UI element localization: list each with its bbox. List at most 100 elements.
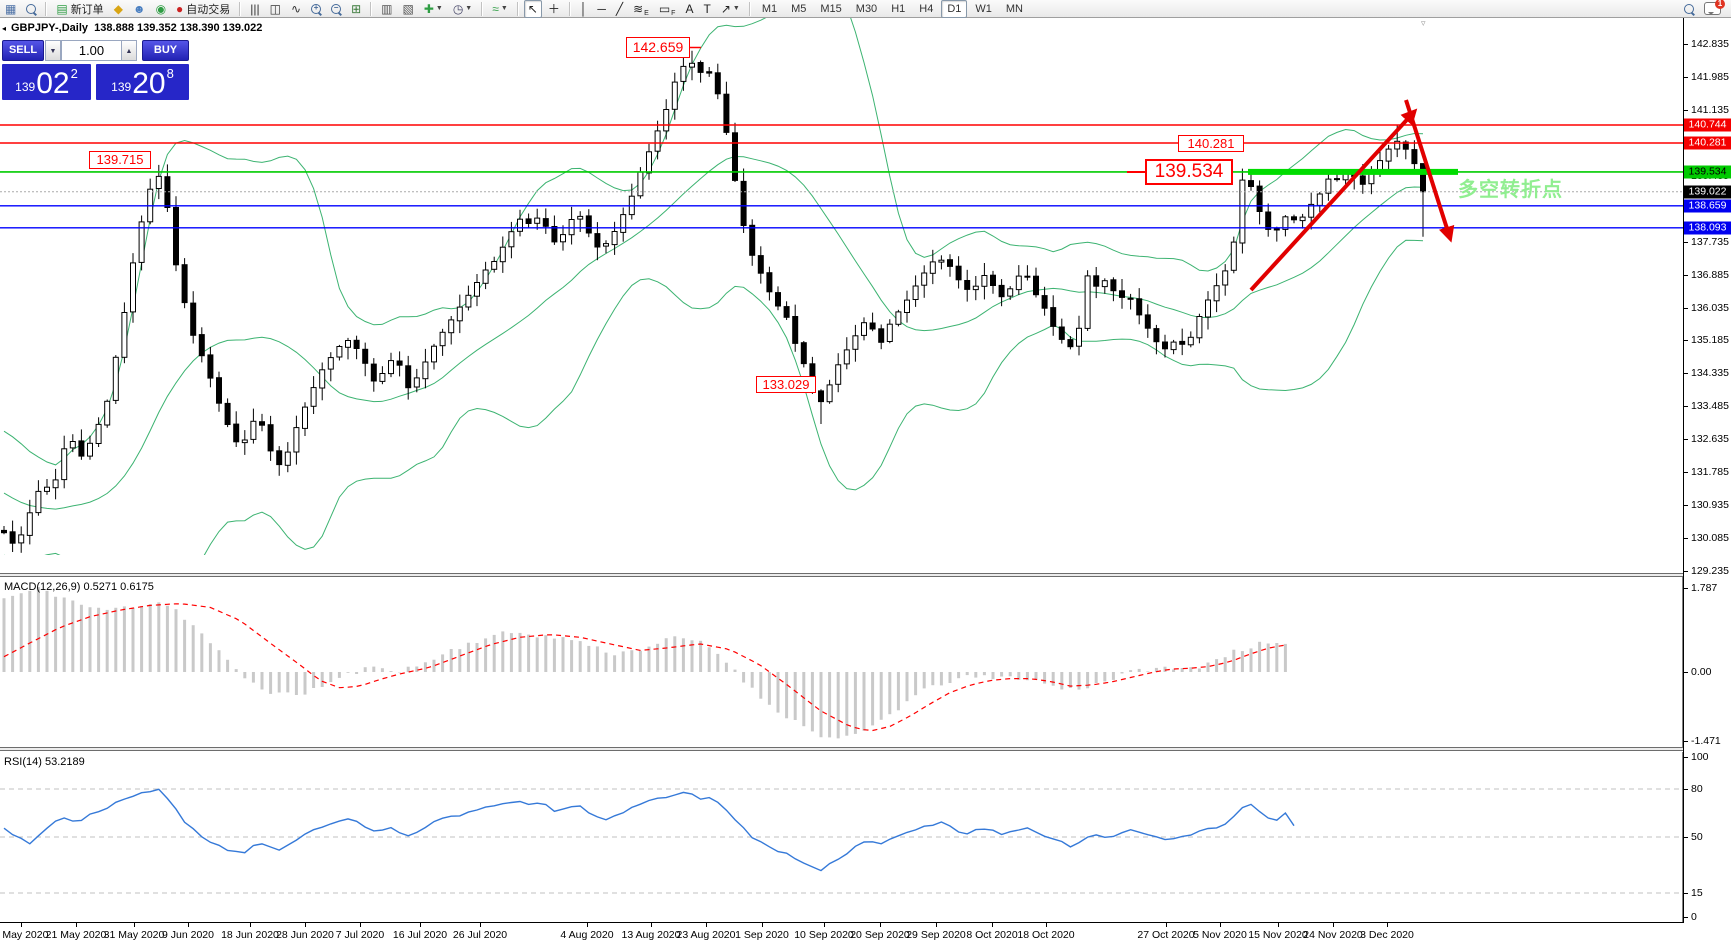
axis-tick-label: 132.635: [1691, 433, 1729, 446]
autotrading-icon: ●: [176, 1, 184, 16]
price-annotation-140.281[interactable]: 140.281: [1178, 135, 1244, 152]
candlestick-chart-button[interactable]: ◫: [266, 0, 285, 18]
sell-price-tile[interactable]: 139 02 2: [2, 64, 91, 100]
fibonacci-icon: ▭: [658, 1, 671, 16]
macd-chart[interactable]: [0, 577, 1684, 747]
volume-increase-button[interactable]: ▲: [121, 40, 137, 61]
date-tick: [880, 923, 881, 927]
price-annotation-133.029[interactable]: 133.029: [756, 376, 816, 393]
new-order-icon: ▤: [56, 1, 68, 16]
tile-windows-button[interactable]: ⊞: [347, 0, 365, 18]
one-click-trading-panel[interactable]: SELL ▼ 1.00 ▲ BUY 139 02 2 139 20 8: [2, 40, 189, 100]
line-chart-button[interactable]: ∿: [287, 0, 305, 18]
date-label: 29 Sep 2020: [906, 929, 966, 941]
axis-tick-label: 136.885: [1691, 268, 1729, 281]
timeframe-m5-button[interactable]: M5: [791, 2, 807, 15]
date-tick: [1387, 923, 1388, 927]
chart-window-icon[interactable]: ▦: [1, 0, 20, 18]
vertical-line-button[interactable]: │: [576, 0, 592, 18]
date-tick: [651, 923, 652, 927]
axis-tick: [1684, 76, 1688, 78]
notifications-button[interactable]: 1: [1700, 0, 1725, 18]
price-chart[interactable]: [0, 18, 1684, 573]
axis-tick: [1684, 789, 1688, 790]
volume-input[interactable]: 1.00: [61, 40, 122, 61]
search-button[interactable]: [1680, 0, 1698, 18]
crosshair-button[interactable]: ＋: [544, 0, 564, 18]
axis-tick-label: 134.335: [1691, 367, 1729, 380]
axis-tick: [1684, 757, 1688, 758]
price-annotation-139.534[interactable]: 139.534: [1145, 159, 1233, 185]
panel-separator-macd[interactable]: [0, 573, 1684, 577]
zoom-in-button[interactable]: +: [307, 0, 325, 18]
text-button[interactable]: A: [681, 0, 697, 18]
axis-tick-label: 141.135: [1691, 103, 1729, 116]
timeframe-m30-button[interactable]: M30: [855, 2, 878, 15]
cursor-button[interactable]: ↖: [523, 0, 542, 18]
date-tick: [134, 923, 135, 927]
timeframe-mn-button[interactable]: MN: [1005, 2, 1023, 15]
axis-tick-label: 142.835: [1691, 38, 1729, 50]
buy-price-tile[interactable]: 139 20 8: [96, 64, 189, 100]
timeframe-h1-button[interactable]: H1: [891, 2, 906, 15]
panel-separator-rsi[interactable]: [0, 747, 1684, 751]
volume-decrease-button[interactable]: ▼: [45, 40, 61, 61]
chart-shift-marker[interactable]: ▿: [1421, 18, 1426, 28]
indicators-dropdown[interactable]: ≈ ▼: [488, 0, 512, 18]
toolbar-separator: [239, 1, 242, 16]
axis-tick: [1684, 505, 1688, 507]
timeframe-m15-button[interactable]: M15: [820, 2, 842, 15]
chart-window[interactable]: ◂ GBPJPY-,Daily 138.888 139.352 138.390 …: [0, 18, 1731, 944]
date-label: 10 Sep 2020: [794, 929, 854, 941]
price-badge-139.534: 139.534: [1684, 165, 1731, 179]
rsi-chart[interactable]: [0, 752, 1684, 922]
toolbar-separator: [516, 1, 519, 16]
cursor-icon: ↖: [527, 1, 538, 16]
text-label-button[interactable]: T: [699, 0, 714, 18]
print-preview-button[interactable]: [22, 0, 40, 18]
new-chart-dropdown[interactable]: ✚ ▼: [420, 0, 447, 18]
chart-window-icon-icon: ▦: [5, 1, 17, 16]
cascade-windows-button[interactable]: ▧: [398, 0, 417, 18]
chevron-down-icon: ▼: [465, 5, 473, 12]
notification-badge: 1: [1715, 0, 1725, 9]
gold-icon[interactable]: ◆: [110, 0, 127, 18]
fibonacci-button[interactable]: ▭ F: [655, 0, 680, 18]
date-label: 31 May 2020: [103, 929, 165, 941]
date-tick: [188, 923, 189, 927]
autotrading-button[interactable]: ● 自动交易: [172, 0, 234, 18]
bar-chart-button[interactable]: |||: [246, 0, 263, 18]
arrange-windows-button[interactable]: ▥: [377, 0, 396, 18]
sell-button[interactable]: SELL: [2, 40, 44, 61]
date-label: 27 Oct 2020: [1137, 929, 1195, 941]
date-tick: [250, 923, 251, 927]
equidistant-channel-button[interactable]: ≋ E: [629, 0, 653, 18]
date-tick: [1166, 923, 1167, 927]
timeframe-m1-button[interactable]: M1: [761, 2, 778, 15]
community-icon[interactable]: ☻: [129, 0, 150, 18]
date-label: 20 Sep 2020: [850, 929, 910, 941]
date-tick: [706, 923, 707, 927]
date-label: 5 Nov 2020: [1193, 929, 1247, 941]
buy-button[interactable]: BUY: [142, 40, 189, 61]
trendline-button[interactable]: ╱: [612, 0, 627, 18]
zoom-out-button[interactable]: −: [327, 0, 345, 18]
timeframe-w1-button[interactable]: W1: [975, 2, 992, 15]
cascade-windows-icon: ▧: [402, 1, 414, 16]
axis-tick: [1684, 837, 1688, 838]
date-label: 15 Nov 2020: [1248, 929, 1308, 941]
collapse-marker-icon[interactable]: ◂: [2, 24, 7, 33]
timeframe-d1-button[interactable]: D1: [941, 0, 968, 18]
date-tick: [587, 923, 588, 927]
price-annotation-139.715[interactable]: 139.715: [89, 151, 151, 169]
signals-icon[interactable]: ◉: [152, 0, 170, 18]
arrows-dropdown[interactable]: ↗ ▼: [717, 0, 744, 18]
axis-tick-label: 50: [1691, 831, 1703, 843]
date-label: 18 Oct 2020: [1017, 929, 1075, 941]
horizontal-line-button[interactable]: ─: [593, 0, 610, 18]
period-dropdown[interactable]: ◷ ▼: [449, 0, 476, 18]
price-annotation-142.659[interactable]: 142.659: [626, 37, 690, 58]
new-order-button[interactable]: ▤ 新订单: [52, 0, 107, 18]
timeframe-h4-button[interactable]: H4: [919, 2, 934, 15]
